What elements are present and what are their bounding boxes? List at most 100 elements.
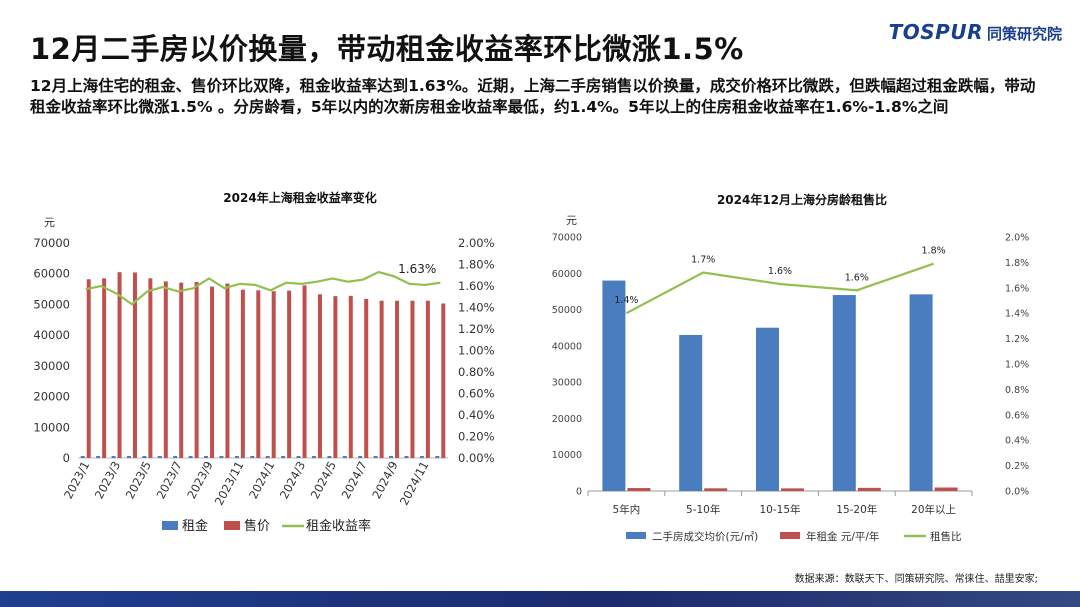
- bar-rent: [173, 456, 178, 458]
- y-tick-label: 50000: [33, 297, 70, 311]
- footer-bar: [0, 591, 1080, 607]
- bar-price: [302, 285, 307, 458]
- bar-price: [271, 291, 276, 458]
- bar-price: [163, 281, 168, 458]
- legend-swatch: [162, 521, 178, 530]
- bar-avg-price: [756, 327, 779, 491]
- x-tick-label: 2023/11: [212, 459, 247, 508]
- bar-rent: [419, 456, 424, 458]
- bar-price: [410, 300, 415, 458]
- y-tick-label: 30000: [552, 378, 582, 389]
- y-tick-label: 20000: [33, 390, 70, 404]
- summary-text: 12月上海住宅的租金、售价环比双降，租金收益率达到1.63%。近期，上海二手房销…: [30, 77, 1036, 116]
- bar-price: [194, 282, 199, 458]
- x-tick-label: 2024/9: [369, 459, 400, 501]
- y-tick-label: 10000: [552, 450, 582, 461]
- x-tick-label: 5年内: [613, 503, 641, 516]
- y-axis-unit: 元: [566, 214, 577, 227]
- x-tick-label: 2024/3: [277, 459, 308, 501]
- y-tick-label: 0: [63, 451, 70, 465]
- y2-tick-label: 1.20%: [458, 322, 495, 336]
- bar-rent: [327, 456, 332, 458]
- y2-tick-label: 1.8%: [1005, 258, 1029, 269]
- legend-swatch: [780, 532, 800, 539]
- x-tick-label: 2024/5: [308, 459, 339, 501]
- bar-price: [179, 282, 184, 458]
- bar-rent: [435, 456, 440, 458]
- bar-price: [333, 296, 338, 458]
- legend-label: 年租金 元/平/年: [806, 530, 879, 543]
- y-tick-label: 0: [576, 487, 582, 498]
- y2-tick-label: 2.00%: [458, 236, 495, 250]
- legend-swatch: [224, 521, 240, 530]
- y2-tick-label: 1.40%: [458, 301, 495, 315]
- y2-tick-label: 1.60%: [458, 279, 495, 293]
- bar-rent: [296, 456, 301, 458]
- age-rent-ratio-chart: 2024年12月上海分房龄租售比元 0 10000 20000 30000 40000 50…: [540, 180, 1060, 560]
- x-tick-label: 2024/11: [397, 459, 432, 508]
- y-tick-label: 10000: [33, 420, 70, 434]
- bar-rent: [142, 456, 147, 458]
- bar-price: [240, 289, 245, 458]
- bar-rent: [404, 456, 409, 458]
- x-tick-label: 2023/3: [92, 459, 123, 501]
- bar-avg-price: [679, 334, 703, 491]
- legend-label: 租金: [182, 518, 208, 534]
- bar-rent: [96, 456, 101, 458]
- y2-tick-label: 1.80%: [458, 258, 495, 272]
- x-tick-label: 2023/7: [153, 459, 184, 501]
- y-tick-label: 40000: [552, 341, 582, 352]
- chart-title: 2024年12月上海分房龄租售比: [717, 192, 887, 207]
- rent-yield-chart: 2024年上海租金收益率变化元 0 10000 20000 30000 40000 5000…: [30, 180, 520, 560]
- bar-annual-rent: [627, 488, 651, 491]
- bar-price: [348, 295, 353, 458]
- data-label: 1.6%: [768, 266, 792, 277]
- y2-tick-label: 1.4%: [1005, 309, 1029, 320]
- bar-price: [132, 272, 137, 458]
- y2-tick-label: 0.20%: [458, 430, 495, 444]
- bar-annual-rent: [857, 487, 881, 491]
- data-label: 1.6%: [845, 272, 869, 283]
- bar-avg-price: [909, 294, 933, 491]
- legend-label: 售价: [244, 518, 270, 534]
- bar-rent: [188, 456, 193, 458]
- bar-price: [86, 279, 91, 458]
- y2-tick-label: 0.0%: [1005, 487, 1029, 498]
- bar-price: [148, 278, 153, 458]
- bar-price: [287, 290, 292, 458]
- bar-price: [379, 300, 384, 458]
- y2-tick-label: 0.2%: [1005, 461, 1029, 472]
- x-tick-label: 20年以上: [911, 503, 956, 516]
- x-tick-label: 2024/7: [338, 459, 369, 501]
- bar-rent: [204, 456, 209, 458]
- logo-brand: TOSPUR: [888, 20, 983, 44]
- y-tick-label: 70000: [33, 236, 70, 250]
- data-label-last: 1.63%: [398, 262, 436, 276]
- bar-rent: [281, 456, 286, 458]
- y2-tick-label: 1.2%: [1005, 334, 1029, 345]
- legend-label: 租售比: [930, 530, 962, 543]
- y-tick-label: 40000: [33, 328, 70, 342]
- bar-rent: [157, 456, 162, 458]
- y-axis-unit: 元: [44, 216, 55, 229]
- x-tick-label: 2023/1: [61, 459, 92, 501]
- line-rent-ratio: [625, 262, 934, 315]
- bar-rent: [234, 456, 239, 458]
- bar-rent: [126, 456, 131, 458]
- chart-title: 2024年上海租金收益率变化: [223, 190, 376, 205]
- bar-rent: [250, 456, 255, 458]
- y-tick-label: 30000: [33, 359, 70, 373]
- y2-tick-label: 0.6%: [1005, 410, 1029, 421]
- legend-swatch: [626, 532, 646, 539]
- y2-tick-label: 0.60%: [458, 387, 495, 401]
- bar-rent: [311, 456, 316, 458]
- bar-rent: [265, 456, 270, 458]
- x-tick-label: 10-15年: [759, 503, 800, 516]
- bar-rent: [80, 456, 85, 458]
- data-label: 1.4%: [614, 295, 638, 306]
- y2-tick-label: 0.80%: [458, 365, 495, 379]
- bar-rent: [358, 456, 363, 458]
- bar-rent: [373, 456, 378, 458]
- legend-label: 二手房成交均价(元/㎡): [652, 530, 758, 543]
